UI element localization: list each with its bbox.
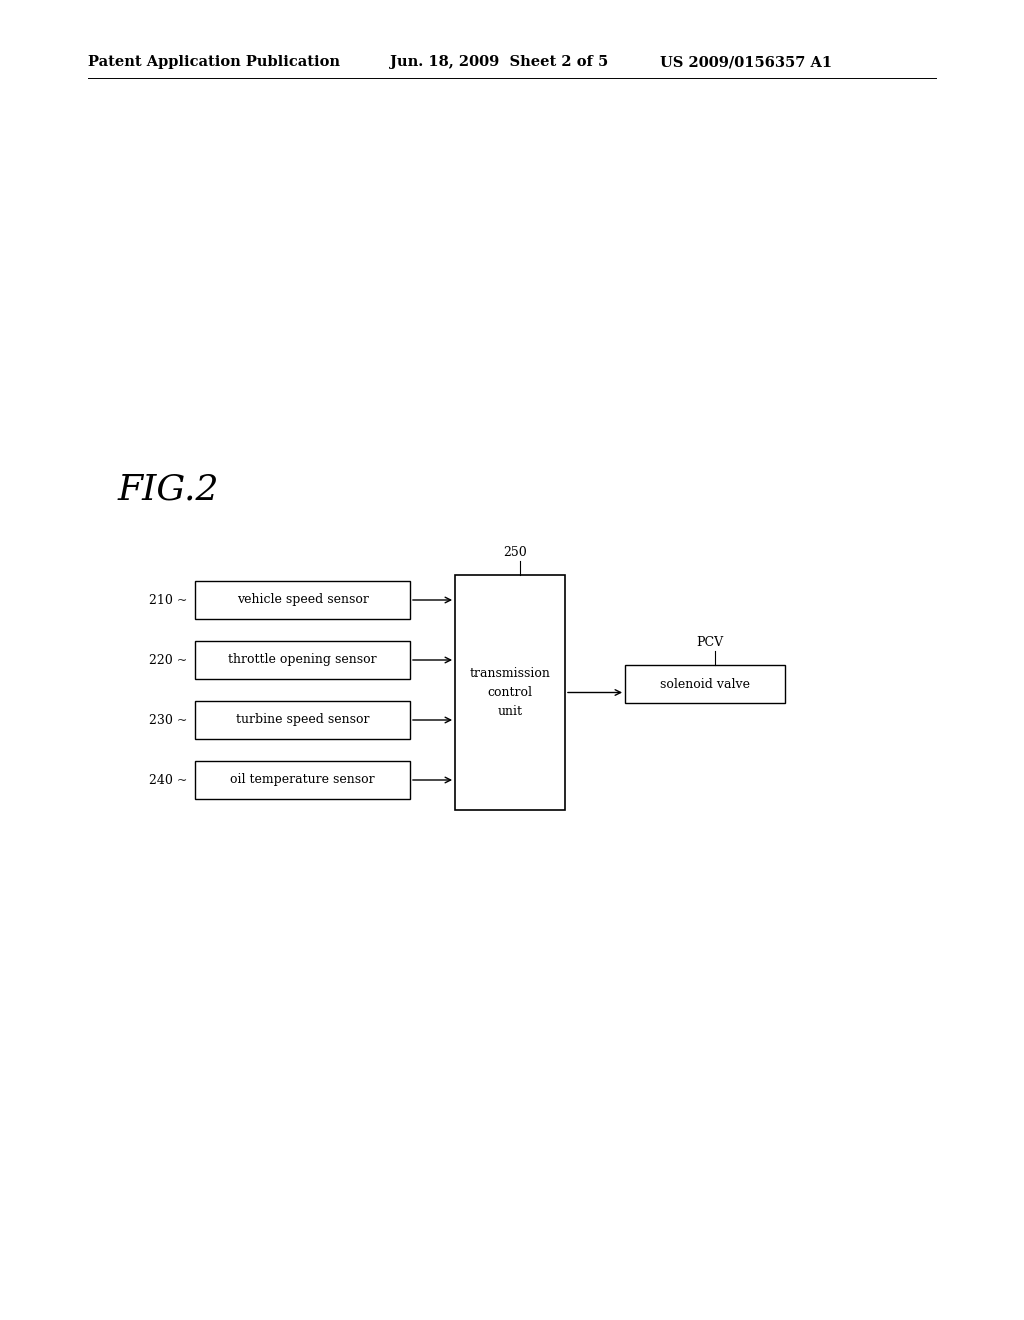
Text: 240 ~: 240 ~ <box>148 774 187 787</box>
Text: 210 ~: 210 ~ <box>148 594 187 606</box>
Text: oil temperature sensor: oil temperature sensor <box>230 774 375 787</box>
Text: throttle opening sensor: throttle opening sensor <box>228 653 377 667</box>
Bar <box>625 665 785 704</box>
Bar <box>455 576 565 810</box>
Text: PCV: PCV <box>696 636 724 649</box>
Text: Patent Application Publication: Patent Application Publication <box>88 55 340 69</box>
Text: transmission
control
unit: transmission control unit <box>470 667 551 718</box>
Bar <box>195 642 410 678</box>
Text: 230 ~: 230 ~ <box>148 714 187 726</box>
Text: turbine speed sensor: turbine speed sensor <box>236 714 370 726</box>
Text: FIG.2: FIG.2 <box>118 473 219 507</box>
Text: vehicle speed sensor: vehicle speed sensor <box>237 594 369 606</box>
Text: 220 ~: 220 ~ <box>148 653 187 667</box>
Text: 250: 250 <box>503 546 527 560</box>
Text: US 2009/0156357 A1: US 2009/0156357 A1 <box>660 55 833 69</box>
Text: Jun. 18, 2009  Sheet 2 of 5: Jun. 18, 2009 Sheet 2 of 5 <box>390 55 608 69</box>
Bar <box>195 701 410 739</box>
Bar <box>195 581 410 619</box>
Text: solenoid valve: solenoid valve <box>660 677 750 690</box>
Bar <box>195 762 410 799</box>
